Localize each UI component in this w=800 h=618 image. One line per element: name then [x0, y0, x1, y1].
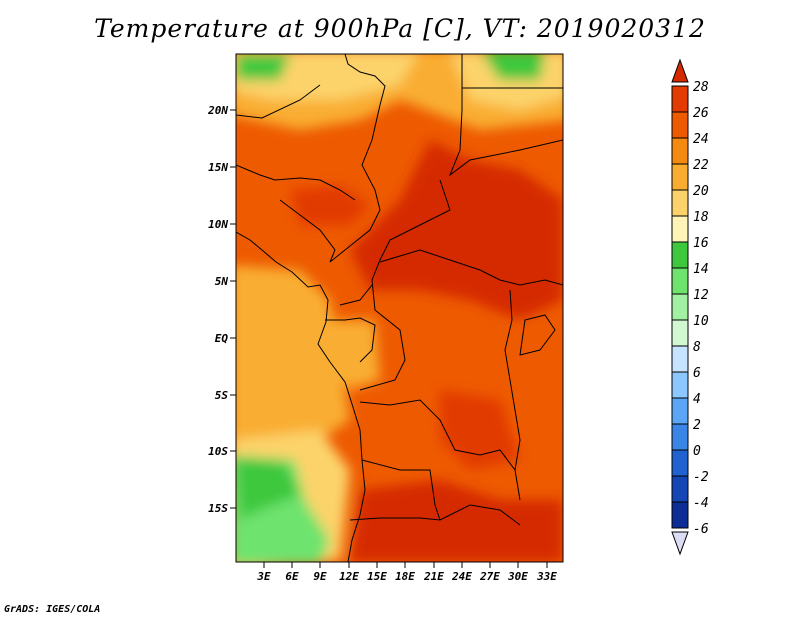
lon-label-15e: 15E	[367, 570, 387, 583]
colorbar-under-triangle	[671, 531, 689, 556]
colorbar-swatch	[671, 319, 689, 347]
border-cmr	[339, 284, 373, 306]
lon-label-18e: 18E	[395, 570, 415, 583]
colorbar-swatch	[671, 371, 689, 399]
border-car	[379, 249, 563, 286]
border-drc-south	[359, 399, 521, 501]
lat-label-10s: 10S	[208, 445, 228, 458]
cb-label-20: 20	[693, 184, 709, 199]
colorbar-swatch	[671, 215, 689, 243]
cb-label-6: 6	[693, 366, 701, 381]
lon-label-21e: 21E	[423, 570, 444, 583]
border-gabon	[325, 317, 376, 363]
colorbar-swatch	[671, 449, 689, 477]
lon-label-30e: 30E	[507, 570, 528, 583]
colorbar-swatch	[671, 501, 689, 529]
cb-label-18: 18	[693, 210, 709, 225]
cb-label-neg6: -6	[693, 522, 709, 537]
lon-label-33e: 33E	[536, 570, 557, 583]
cb-label-neg4: -4	[693, 496, 709, 511]
longitude-axis: 3E 6E 9E 12E 15E 18E 21E 24E 27E 30E 33E	[256, 562, 557, 583]
cb-label-24: 24	[693, 132, 709, 147]
border-central-2	[371, 179, 451, 281]
colorbar-swatch	[671, 111, 689, 139]
lat-label-5s: 5S	[215, 389, 229, 402]
colorbar-labels: 28 26 24 22 20 18 16 14 12 10 8 6 4 2 0 …	[693, 80, 709, 537]
lat-label-eq: EQ	[215, 332, 229, 345]
cb-label-28: 28	[693, 80, 709, 95]
coastline-west	[236, 231, 366, 562]
colorbar-over-triangle	[671, 58, 689, 83]
lat-label-10n: 10N	[208, 218, 228, 231]
colorbar-swatch	[671, 189, 689, 217]
map-frame	[235, 53, 564, 563]
colorbar-swatches	[671, 85, 689, 529]
lon-label-27e: 27E	[479, 570, 500, 583]
border-south	[349, 504, 521, 526]
cb-label-4: 4	[693, 392, 701, 407]
lat-label-20n: 20N	[207, 104, 228, 117]
colorbar-swatch	[671, 397, 689, 425]
colorbar-swatch	[671, 423, 689, 451]
border-drc-west	[359, 279, 406, 391]
grads-credit: GrADS: IGES/COLA	[4, 604, 101, 615]
lon-label-12e: 12E	[339, 570, 359, 583]
colorbar-swatch	[671, 137, 689, 165]
lon-label-6e: 6E	[285, 570, 299, 583]
border-sahara	[344, 54, 386, 191]
cb-label-12: 12	[693, 288, 709, 303]
lon-label-24e: 24E	[451, 570, 472, 583]
colorbar-swatch	[671, 267, 689, 295]
cb-label-16: 16	[693, 236, 709, 251]
temperature-field	[236, 54, 563, 562]
border-west-africa	[236, 164, 356, 201]
border-angola	[361, 459, 441, 521]
cb-label-10: 10	[693, 314, 709, 329]
border-northeast	[448, 54, 563, 177]
cb-label-neg2: -2	[693, 470, 709, 485]
cb-label-26: 26	[693, 106, 709, 121]
chart-title: Temperature at 900hPa [C], VT: 201902031…	[94, 14, 706, 43]
lon-label-3e: 3E	[256, 570, 271, 583]
cb-label-8: 8	[693, 340, 701, 355]
colorbar-swatch	[671, 241, 689, 269]
border-lakes	[519, 314, 556, 356]
lon-label-9e: 9E	[313, 570, 327, 583]
colorbar-swatch	[671, 475, 689, 503]
colorbar: 28 26 24 22 20 18 16 14 12 10 8 6 4 2 0 …	[671, 58, 709, 556]
lat-label-5n: 5N	[215, 275, 229, 288]
colorbar-swatch	[671, 293, 689, 321]
border-nigeria	[279, 199, 336, 263]
country-borders	[236, 54, 563, 562]
cb-label-0: 0	[693, 444, 701, 459]
cb-label-14: 14	[693, 262, 709, 277]
colorbar-swatch	[671, 163, 689, 191]
lat-label-15n: 15N	[208, 161, 228, 174]
latitude-axis: 20N 15N 10N 5N EQ 5S 10S 15S	[207, 104, 236, 515]
border-northwest	[236, 84, 321, 119]
cb-label-2: 2	[693, 418, 701, 433]
colorbar-swatch	[671, 85, 689, 113]
cb-label-22: 22	[693, 158, 709, 173]
border-central-1	[329, 189, 381, 263]
lat-label-15s: 15S	[208, 502, 228, 515]
border-east	[504, 289, 521, 471]
colorbar-swatch	[671, 345, 689, 373]
